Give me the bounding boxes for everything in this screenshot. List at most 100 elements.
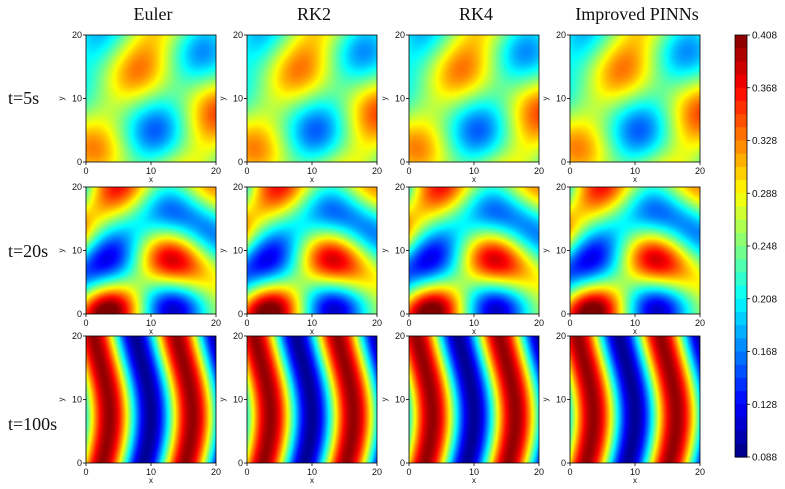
- heatmap-image: [409, 187, 539, 314]
- y-tick-label: 20: [233, 331, 243, 341]
- panel-rk4-t20: 0 10 20 x 0 10 20 y: [380, 182, 544, 336]
- colorbar-band: [735, 259, 747, 273]
- x-tick-label: 20: [534, 467, 544, 477]
- colorbar-band: [735, 311, 747, 326]
- x-axis-label: x: [472, 476, 476, 485]
- x-tick-label: 0: [244, 467, 249, 477]
- column-title-rk2: RK2: [296, 4, 331, 24]
- x-tick-label: 10: [146, 467, 156, 477]
- y-tick-label: 10: [556, 395, 566, 405]
- x-tick-label: 10: [469, 166, 479, 176]
- panel-euler-t20: 0 10 20 x 0 10 20 y: [57, 182, 221, 336]
- x-tick-label: 20: [534, 166, 544, 176]
- x-axis-label: x: [149, 476, 153, 485]
- colorbar-band: [735, 443, 747, 458]
- colorbar: 0.408 0.368 0.328 0.288 0.248 0.208 0.168 0.128…: [734, 31, 777, 464]
- colorbar-band: [735, 153, 747, 168]
- colorbar-tick-label: 0.368: [752, 83, 777, 94]
- heatmap-image: [409, 35, 539, 162]
- y-axis-label: y: [380, 249, 389, 253]
- y-tick-label: 20: [72, 30, 82, 40]
- x-axis-label: x: [149, 327, 153, 336]
- x-tick-label: 0: [406, 318, 411, 328]
- y-tick-label: 10: [395, 94, 405, 104]
- y-axis-label: y: [380, 97, 389, 101]
- x-tick-label: 0: [244, 318, 249, 328]
- y-tick-label: 10: [556, 246, 566, 256]
- y-axis-label: y: [218, 97, 227, 101]
- y-tick-label: 10: [233, 395, 243, 405]
- panel-rk2-t100: 0 10 20 x 0 10 20 y: [218, 331, 382, 485]
- y-tick-label: 20: [556, 331, 566, 341]
- x-tick-label: 20: [211, 318, 221, 328]
- x-tick-label: 0: [567, 467, 572, 477]
- y-tick-label: 0: [238, 157, 243, 167]
- colorbar-band: [735, 166, 747, 181]
- colorbar-band: [735, 285, 747, 300]
- colorbar-band: [735, 404, 747, 419]
- colorbar-tick-label: 0.288: [752, 189, 777, 200]
- x-tick-label: 20: [695, 467, 705, 477]
- colorbar-band: [735, 377, 747, 392]
- colorbar-band: [735, 232, 747, 247]
- y-axis-label: y: [218, 249, 227, 253]
- colorbar-band: [735, 74, 747, 89]
- colorbar-band: [735, 417, 747, 432]
- x-tick-label: 0: [406, 166, 411, 176]
- x-tick-label: 0: [83, 318, 88, 328]
- x-tick-label: 20: [534, 318, 544, 328]
- y-tick-label: 0: [400, 309, 405, 319]
- y-tick-label: 10: [72, 94, 82, 104]
- y-tick-label: 0: [77, 157, 82, 167]
- colorbar-tick-label: 0.208: [752, 294, 777, 305]
- heatmap-image: [86, 187, 216, 314]
- y-axis-label: y: [57, 249, 66, 253]
- panel-improved-pinns-t100: 0 10 20 x 0 10 20 y: [541, 331, 705, 485]
- panel-improved-pinns-t20: 0 10 20 x 0 10 20 y: [541, 182, 705, 336]
- y-axis-label: y: [57, 398, 66, 402]
- y-axis-label: y: [380, 398, 389, 402]
- y-tick-label: 0: [561, 458, 566, 468]
- colorbar-tick-label: 0.088: [752, 453, 777, 464]
- colorbar-band: [735, 219, 747, 234]
- y-tick-label: 10: [233, 94, 243, 104]
- colorbar-band: [735, 338, 747, 353]
- colorbar-band: [735, 325, 747, 339]
- colorbar-tick-label: 0.168: [752, 347, 777, 358]
- y-tick-label: 20: [233, 182, 243, 192]
- panel-rk2-t5: 0 10 20 x 0 10 20 y: [218, 30, 382, 184]
- y-tick-label: 0: [238, 309, 243, 319]
- x-tick-label: 10: [307, 318, 317, 328]
- y-axis-label: y: [57, 97, 66, 101]
- heatmap-image: [86, 35, 216, 162]
- x-tick-label: 0: [567, 166, 572, 176]
- colorbar-band: [735, 180, 747, 194]
- colorbar-band: [735, 100, 747, 115]
- colorbar-tick-label: 0.248: [752, 242, 777, 253]
- colorbar-band: [735, 246, 747, 260]
- colorbar-band: [735, 430, 747, 445]
- x-axis-label: x: [310, 175, 314, 184]
- colorbar-band: [735, 48, 747, 62]
- heatmap-image: [570, 336, 700, 463]
- colorbar-band: [735, 298, 747, 313]
- x-tick-label: 10: [630, 467, 640, 477]
- heatmap-image: [247, 35, 377, 162]
- y-axis-label: y: [541, 249, 550, 253]
- heatmap-image: [247, 187, 377, 314]
- x-axis-label: x: [472, 327, 476, 336]
- y-tick-label: 0: [77, 309, 82, 319]
- y-tick-label: 10: [395, 395, 405, 405]
- y-tick-label: 20: [395, 30, 405, 40]
- x-axis-label: x: [633, 327, 637, 336]
- y-tick-label: 20: [395, 182, 405, 192]
- x-axis-label: x: [472, 175, 476, 184]
- panel-rk2-t20: 0 10 20 x 0 10 20 y: [218, 182, 382, 336]
- y-axis-label: y: [541, 97, 550, 101]
- colorbar-band: [735, 351, 747, 366]
- x-tick-label: 10: [469, 467, 479, 477]
- x-tick-label: 0: [567, 318, 572, 328]
- x-tick-label: 10: [146, 166, 156, 176]
- row-label-t100: t=100s: [8, 414, 58, 434]
